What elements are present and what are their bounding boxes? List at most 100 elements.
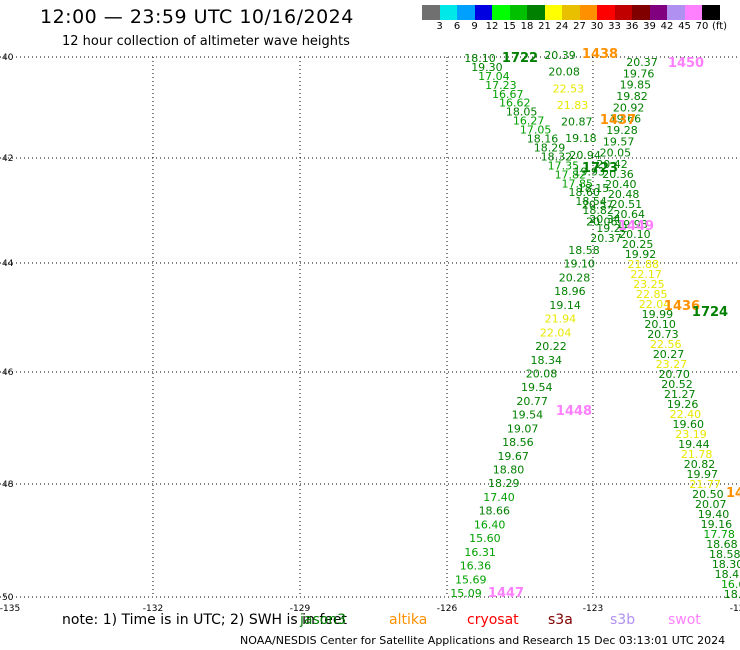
swh-value: 19.26 [667, 398, 699, 411]
colorbar-swatch [579, 5, 597, 20]
time-label: 14 [726, 486, 740, 501]
swh-value: 18.42 [715, 568, 740, 581]
swh-value: 18.34 [530, 354, 562, 367]
satellite-legend-item: jason3 [300, 612, 347, 628]
satellite-legend-item: s3a [548, 612, 573, 628]
swh-value: 20.87 [561, 116, 593, 129]
lat-tick-label: 44 [2, 259, 14, 269]
swh-value: 20.05 [600, 147, 632, 160]
lon-tick-label: -120 [730, 604, 740, 614]
time-label: 1723 [582, 161, 618, 176]
colorbar-swatch [492, 5, 510, 20]
swh-value: 21.27 [664, 388, 696, 401]
swh-value: 20.52 [661, 378, 693, 391]
swh-value: 19.30 [471, 61, 503, 74]
swh-value: 18.29 [488, 477, 520, 490]
swh-value: 18.82 [582, 204, 614, 217]
colorbar-swatch [527, 5, 545, 20]
swh-value: 16.67 [492, 88, 524, 101]
swh-value: 22.56 [650, 338, 682, 351]
swh-value: 18.54 [575, 195, 607, 208]
colorbar-label: 70 [695, 21, 709, 32]
lat-tick-label: 46 [2, 368, 14, 378]
colorbar-label: 12 [485, 21, 499, 32]
swh-value: 19.76 [623, 67, 655, 80]
map-title: 12:00 — 23:59 UTC 10/16/2024 [40, 6, 354, 28]
lon-tick-label: -123 [583, 604, 603, 614]
swh-value: 18.10 [464, 52, 496, 65]
swh-value: 17.78 [703, 528, 735, 541]
colorbar-label: 3 [436, 21, 443, 32]
colorbar-labels: 3 6 9 12 15 18 21 24 27 30 33 36 39 42 45 70 (ft) [422, 21, 740, 33]
swh-value: 21.83 [557, 99, 589, 112]
swh-value: 22.04 [639, 298, 671, 311]
swh-value: 20.64 [613, 208, 645, 221]
swh-value: 20.40 [605, 178, 637, 191]
swh-value: 20.73 [647, 328, 679, 341]
swh-value: 20.22 [535, 340, 567, 353]
satellite-legend-item: s3b [610, 612, 636, 628]
colorbar-swatch [684, 5, 702, 20]
time-label: 1437 [600, 113, 636, 128]
swh-value: 20.82 [684, 458, 716, 471]
swh-value: 18.15 [578, 182, 610, 195]
swh-value: 19.93 [574, 165, 606, 178]
swh-value: 20.51 [611, 198, 643, 211]
swh-value: 18.1 [724, 588, 740, 601]
swh-value: 19.57 [603, 135, 635, 148]
swh-value: 20.92 [613, 101, 645, 114]
lat-tick-label: 40 [2, 53, 14, 63]
lon-tick-label: -132 [143, 604, 163, 614]
colorbar-label: 42 [660, 21, 674, 32]
footnote: note: 1) Time is in UTC; 2) SWH is in fe… [62, 612, 348, 628]
swh-value: 16.6 [721, 578, 740, 591]
swh-value: 15.60 [469, 532, 501, 545]
colorbar-label: 33 [608, 21, 621, 32]
colorbar-label: 30 [590, 21, 604, 32]
time-label: 1448 [556, 404, 592, 419]
swh-value: 23.19 [675, 428, 707, 441]
swh-value: 20.48 [608, 188, 640, 201]
lat-tick-label: 42 [2, 154, 13, 164]
swh-value: 20.27 [653, 348, 685, 361]
colorbar-swatch [667, 5, 685, 20]
map-subtitle: 12 hour collection of altimeter wave hei… [62, 34, 350, 49]
swh-value: 18.80 [493, 464, 525, 477]
swh-value: 18.58 [568, 244, 600, 257]
swh-value: 20.42 [596, 158, 628, 171]
colorbar [422, 5, 720, 20]
swh-value: 19.85 [620, 79, 652, 92]
swh-value: 20.37 [626, 56, 658, 69]
swh-value: 17.23 [485, 79, 517, 92]
swh-value: 18.66 [479, 505, 511, 518]
swh-value: 20.94 [569, 149, 601, 162]
swh-value: 20.08 [526, 367, 558, 380]
colorbar-label: 6 [453, 21, 461, 32]
swh-value: 19.92 [625, 248, 657, 261]
swh-value: 18.32 [541, 150, 573, 163]
swh-value: 20.34 [589, 213, 621, 226]
colorbar-swatch [474, 5, 492, 20]
swh-value: 18.56 [502, 436, 534, 449]
swh-value: 20.07 [695, 498, 727, 511]
colorbar-swatch [457, 5, 475, 20]
swh-value: 19.54 [512, 409, 544, 422]
lat-tick-label: 48 [2, 480, 14, 490]
swh-value: 19.40 [698, 508, 730, 521]
swh-value: 19.07 [507, 422, 539, 435]
colorbar-label: 27 [573, 21, 586, 32]
swh-value: 20.77 [516, 395, 548, 408]
colorbar-swatch [649, 5, 667, 20]
colorbar-swatch [632, 5, 650, 20]
swh-value: 16.36 [460, 560, 492, 573]
swh-value: 18.58 [709, 548, 740, 561]
swh-value: 19.54 [521, 381, 553, 394]
swh-value: 18.30 [712, 558, 740, 571]
swh-value: 19.14 [549, 299, 581, 312]
swh-value: 19.10 [564, 258, 596, 271]
colorbar-label: 45 [678, 21, 691, 32]
swh-value: 20.57 [582, 199, 614, 212]
time-label: 1438 [582, 47, 618, 62]
colorbar-label: 24 [555, 21, 569, 32]
satellite-legend-item: swot [668, 612, 701, 628]
